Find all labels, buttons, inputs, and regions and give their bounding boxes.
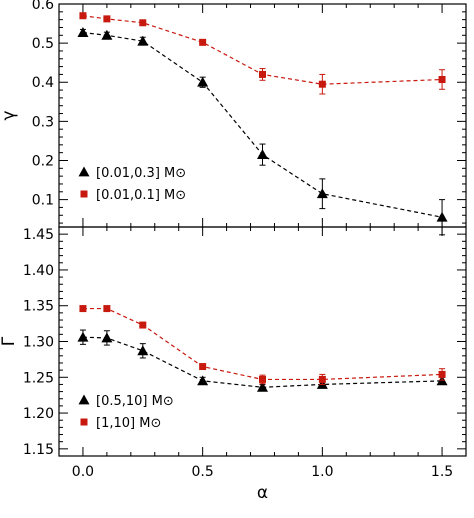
- data-point: [438, 370, 446, 378]
- y-tick-label: 1.25: [23, 370, 54, 386]
- data-point: [139, 19, 147, 27]
- data-point: [197, 76, 209, 87]
- y-tick-label: 1.35: [23, 299, 54, 315]
- data-point: [259, 70, 266, 78]
- y-tick-label: 1.40: [23, 263, 54, 279]
- data-point: [79, 12, 87, 20]
- data-point: [199, 38, 207, 46]
- y-tick-label: 0.3: [32, 114, 54, 130]
- y-axis-title: Γ: [0, 336, 19, 346]
- y-tick-label: 0.6: [32, 0, 54, 13]
- legend-marker: [80, 190, 88, 198]
- y-tick-label: 1.45: [23, 227, 54, 243]
- data-point: [103, 305, 111, 313]
- data-point: [79, 305, 87, 313]
- y-tick-label: 1.15: [23, 442, 54, 458]
- y-tick-label: 0.4: [32, 75, 54, 91]
- data-point: [101, 332, 113, 343]
- data-point: [438, 76, 446, 84]
- legend-label: [0.01,0.3] M⊙: [96, 166, 186, 181]
- x-tick-label: 0.0: [72, 464, 94, 480]
- legend-marker: [78, 394, 90, 405]
- legend-label: [1,10] M⊙: [96, 416, 161, 431]
- data-point: [197, 375, 209, 386]
- data-point: [318, 80, 326, 88]
- data-point: [137, 345, 149, 356]
- series-line: [82, 307, 443, 381]
- x-tick-label: 0.5: [192, 464, 214, 480]
- legend-label: [0.5,10] M⊙: [96, 394, 174, 409]
- panel-top: 0.1 0.2 0.3 0.4 0.5 0.6 γ [0.01,0.3] M⊙ [0.01,0.…: [0, 0, 467, 236]
- x-tick-label: 1.5: [431, 464, 453, 480]
- legend-marker: [78, 166, 90, 177]
- legend-marker: [80, 418, 88, 426]
- data-point: [137, 35, 149, 46]
- x-tick-label: 1.0: [311, 464, 333, 480]
- y-tick-label: 0.1: [32, 193, 54, 209]
- data-point: [199, 363, 207, 371]
- x-axis-title: α: [257, 483, 268, 503]
- y-tick-label: 0.5: [32, 36, 54, 52]
- data-point: [103, 15, 111, 23]
- y-tick-label: 0.2: [32, 153, 54, 169]
- data-point: [257, 381, 268, 392]
- data-point: [436, 211, 448, 222]
- data-point: [259, 375, 266, 383]
- y-tick-label: 1.20: [23, 406, 54, 422]
- data-point: [316, 188, 328, 199]
- data-point: [77, 331, 89, 342]
- data-point: [77, 27, 89, 37]
- legend-label: [0.01,0.1] M⊙: [96, 188, 186, 203]
- y-tick-label: 1.30: [23, 335, 54, 351]
- y-axis-title: γ: [0, 110, 19, 120]
- data-point: [101, 29, 113, 40]
- data-point: [257, 149, 268, 160]
- panel-bottom: 0.0 0.5 1.0 1.5 1.15 1.20 1.25 1.30 1.35 1.40 1.45…: [0, 226, 467, 503]
- data-point: [139, 321, 147, 329]
- data-point: [318, 375, 326, 383]
